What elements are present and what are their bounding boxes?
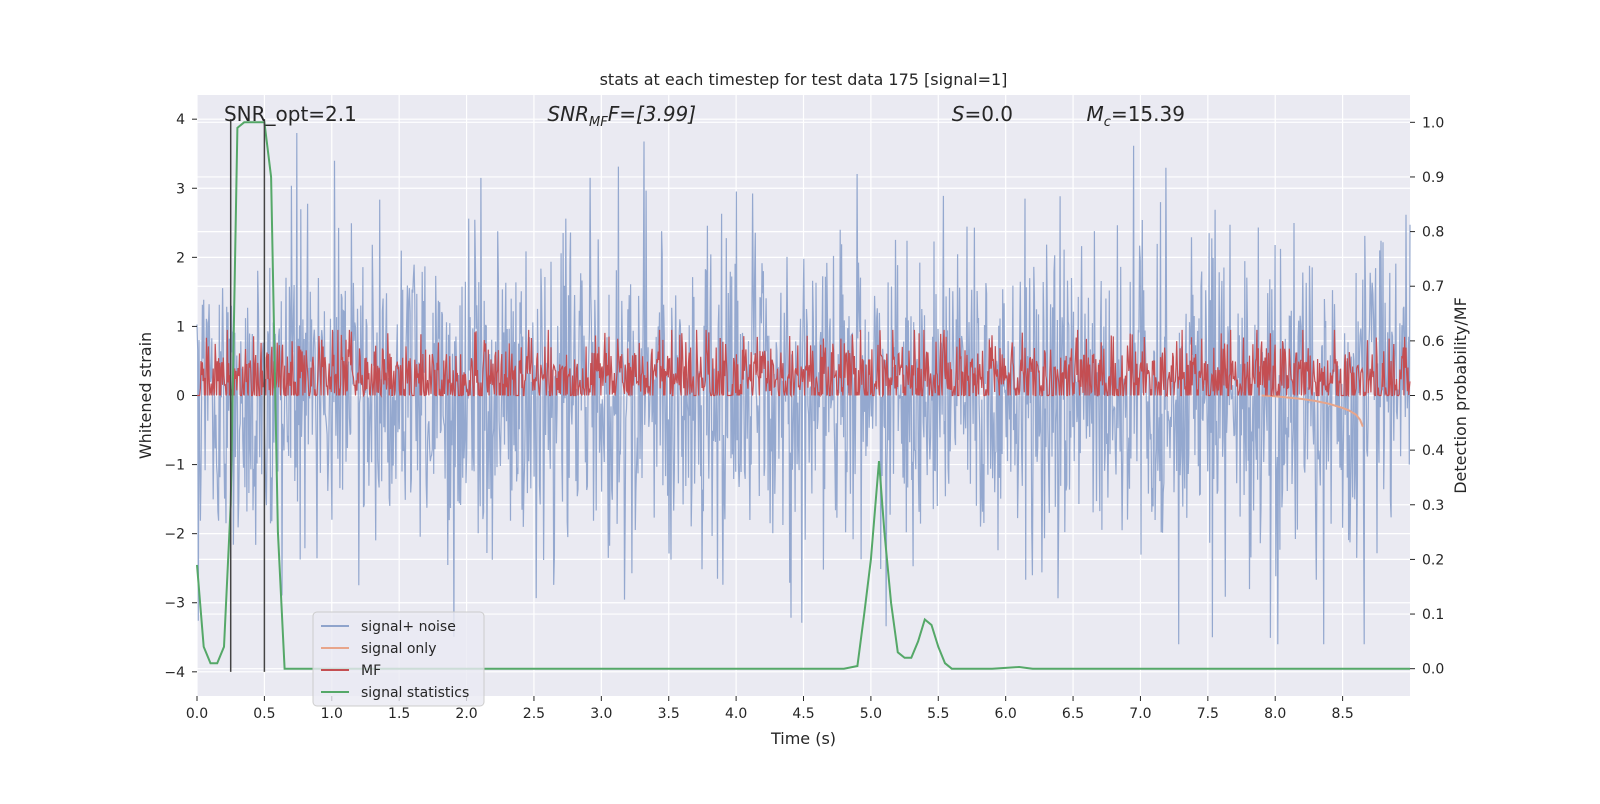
annotation-layer: SNR_opt=2.1 SNRMFF=[3.99] S=0.0 Mc=15.39 [224,102,1185,130]
legend-label-2: MF [361,663,381,679]
legend-box [312,611,485,707]
y2-tick-label: 1.0 [1422,115,1444,131]
marker-layer [229,119,266,672]
y2-tick-label: 0.7 [1422,279,1444,295]
y-tick-label: 0 [176,389,185,405]
y-tick-label: −4 [164,665,185,681]
legend-label-0: signal+ noise [361,619,456,635]
y2-tick-label: 0.1 [1422,607,1444,623]
x-tick-label: 3.0 [590,706,612,722]
y-tick-label: 1 [176,319,185,335]
y2-tick-label: 0.0 [1422,662,1444,678]
x-tick-label: 1.5 [388,706,410,722]
y-axis-label: Whitened strain [136,332,155,459]
x-tick-label: 3.5 [658,706,680,722]
x-tick-label: 2.5 [523,706,545,722]
x-tick-label: 4.5 [792,706,814,722]
legend-label-1: signal only [361,641,436,657]
x-tick-label: 5.0 [860,706,882,722]
y2-tick-label: 0.9 [1422,170,1444,186]
y2-axis-label: Detection probability/MF [1451,297,1470,494]
annotation-s-suffix: =0.0 [964,102,1013,126]
x-tick-label: 2.0 [455,706,477,722]
annotation-snr-mf-sub: MF [589,115,608,130]
series-line-signal-only [1261,394,1364,427]
annotation-snr-opt: SNR_opt=2.1 [224,102,357,126]
annotation-snr-mf-prefix: SNR [547,102,589,126]
y-tick-label: 3 [176,181,185,197]
x-tick-label: 0.0 [186,706,208,722]
y2-tick-label: 0.2 [1422,552,1444,568]
y-tick-label: −2 [164,527,185,543]
annotation-mc: Mc=15.39 [1087,102,1185,130]
y-tick-label: −1 [164,458,185,474]
x-tick-label: 7.0 [1129,706,1151,722]
axis-layer: 0.0 0.5 1.0 1.5 2.0 2.5 3.0 3.5 4.0 4.5 5.0 5.5 6.0 6… [164,112,1444,722]
x-tick-label: 8.0 [1264,706,1286,722]
x-tick-label: 6.5 [1062,706,1084,722]
legend-label-3: signal statistics [361,685,469,701]
x-tick-label: 7.5 [1197,706,1219,722]
annotation-mc-prefix: M [1087,102,1104,126]
y2-tick-label: 0.4 [1422,443,1444,459]
series-line-mf [197,329,1411,398]
annotation-s: S=0.0 [952,102,1013,126]
x-tick-label: 5.5 [927,706,949,722]
y2-tick-label: 0.8 [1422,225,1444,241]
legend: signal+ noise signal only MF signal statist… [312,611,485,707]
y2-tick-label: 0.6 [1422,334,1444,350]
annotation-mc-sub: c [1104,115,1111,130]
y2-tick-label: 0.3 [1422,498,1444,514]
annotation-s-prefix: S [952,102,965,126]
x-tick-label: 8.5 [1331,706,1353,722]
series-line-signal-noise [196,132,1411,645]
y-tick-label: −3 [164,596,185,612]
x-tick-label: 6.0 [995,706,1017,722]
annotation-snr-mf-suffix: F=[3.99] [608,102,696,126]
y2-tick-label: 0.5 [1422,389,1444,405]
legend-items: signal+ noise signal only MF signal statist… [321,619,469,701]
chart-title: stats at each timestep for test data 175… [600,70,1008,89]
annotation-mc-suffix: =15.39 [1111,102,1185,126]
annotation-snr-mf: SNRMFF=[3.99] [547,102,696,130]
y-tick-label: 4 [176,112,185,128]
x-tick-label: 1.0 [321,706,343,722]
series-line-signal-statistics [196,121,1410,670]
x-tick-label: 4.0 [725,706,747,722]
x-axis-label: Time (s) [770,729,836,748]
x-tick-label: 0.5 [253,706,275,722]
y-tick-label: 2 [176,250,185,266]
series-layer [196,121,1411,670]
